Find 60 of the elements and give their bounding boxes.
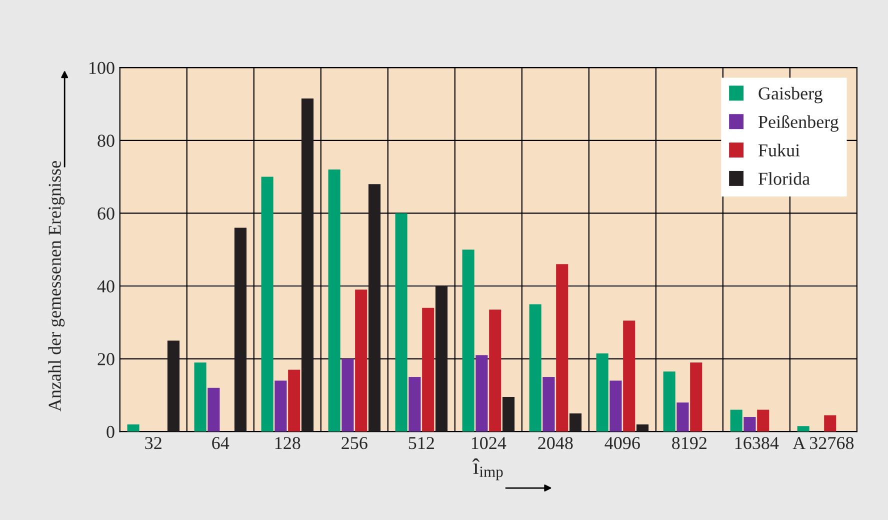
bar [636, 424, 649, 432]
bar [368, 184, 381, 432]
y-tick-label: 0 [106, 426, 114, 438]
bar [542, 377, 555, 432]
y-axis-title: Anzahl der gemessenen Ereignisse [48, 161, 65, 412]
bar [127, 424, 140, 432]
x-axis-title: î$_{imp}$ [472, 458, 503, 480]
bar [288, 370, 300, 432]
x-tick-label: A 32768 [792, 436, 854, 450]
x-tick-label: 64 [212, 437, 230, 450]
bar [476, 355, 488, 432]
bar [502, 397, 515, 432]
bar [690, 362, 702, 432]
x-tick-label: 256 [342, 437, 368, 450]
bar [596, 353, 608, 432]
bar [422, 308, 434, 432]
bar [462, 250, 474, 432]
x-tick-label: 128 [275, 436, 300, 450]
y-tick-label: 100 [90, 62, 114, 74]
bar [529, 304, 542, 432]
bar [730, 410, 742, 432]
legend-label: Florida [758, 172, 810, 185]
bar [489, 310, 502, 432]
bar [676, 402, 689, 432]
bar [556, 264, 568, 432]
x-tick-label: 8192 [672, 436, 706, 450]
x-tick-label: 2048 [538, 436, 573, 450]
bar [610, 380, 622, 432]
bar [301, 98, 314, 432]
x-tick-label: 512 [408, 437, 434, 450]
bar [234, 228, 247, 432]
bar [395, 213, 408, 432]
bar [328, 170, 340, 432]
x-tick-label: 32 [145, 437, 162, 450]
bar [824, 415, 836, 432]
bar [408, 377, 421, 432]
x-tick-label: 16384 [735, 436, 779, 450]
bar [797, 426, 810, 432]
legend-label: Peißenberg [758, 115, 839, 132]
bar [342, 358, 354, 432]
y-tick-label: 40 [97, 280, 114, 292]
bar [744, 417, 756, 432]
legend-label: Gaisberg [758, 86, 822, 104]
bar [194, 362, 206, 432]
bar [208, 388, 220, 432]
bar [663, 372, 676, 432]
bar [757, 410, 770, 432]
y-tick-label: 60 [98, 207, 114, 220]
bar [569, 413, 582, 432]
bar [623, 320, 636, 432]
bar [261, 176, 274, 432]
bar [435, 286, 448, 432]
legend-label: Fukui [758, 144, 800, 156]
y-tick-label: 20 [98, 353, 114, 366]
bar [167, 340, 180, 432]
x-tick-label: 1024 [472, 436, 506, 450]
x-tick-label: 4096 [604, 436, 640, 450]
y-tick-label: 80 [98, 134, 114, 147]
bar [274, 380, 287, 432]
bar [355, 290, 368, 432]
